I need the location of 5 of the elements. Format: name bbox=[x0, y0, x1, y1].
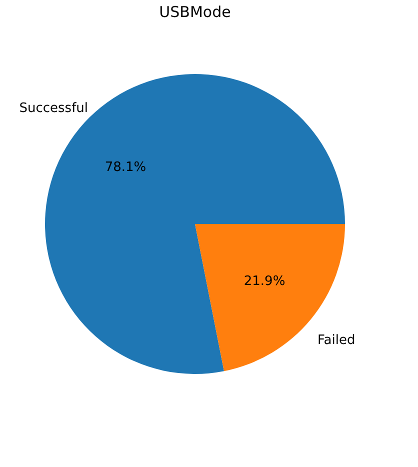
data-label: 21.9% bbox=[244, 274, 286, 290]
slice-label: Successful bbox=[19, 100, 88, 116]
data-label: 78.1% bbox=[104, 160, 146, 175]
chart-title: USBMode bbox=[159, 3, 231, 21]
slice-label: Failed bbox=[318, 333, 356, 348]
